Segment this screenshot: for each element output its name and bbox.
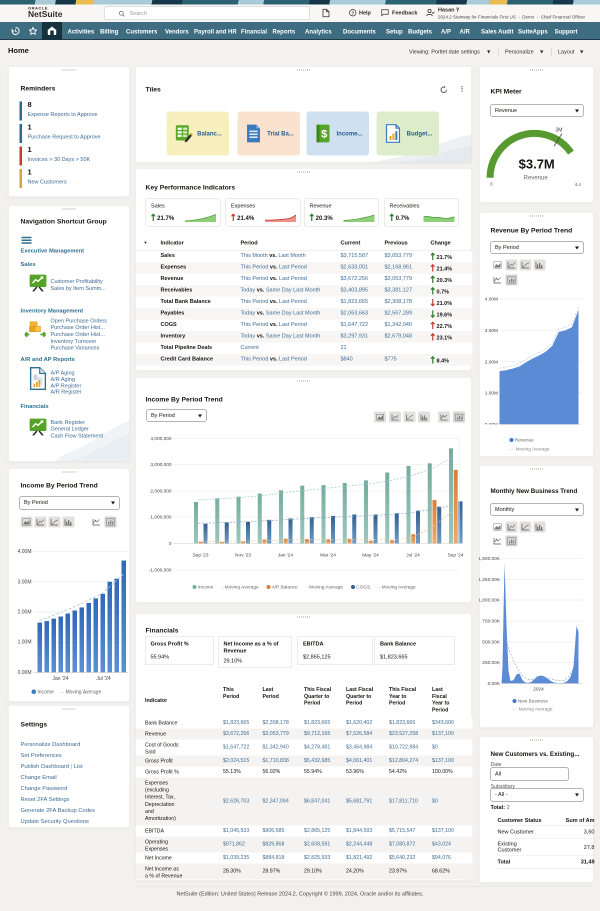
svg-text:Jan '24: Jan '24 xyxy=(53,676,69,682)
svg-text:Jan '24: Jan '24 xyxy=(278,553,294,559)
svg-text:Mar '24: Mar '24 xyxy=(320,553,336,559)
svg-text:0: 0 xyxy=(490,182,493,187)
svg-text:-1,000,000: -1,000,000 xyxy=(149,568,172,574)
svg-text:May '24: May '24 xyxy=(362,553,379,559)
svg-text:4.00M: 4.00M xyxy=(485,297,498,303)
svg-text:0.00M: 0.00M xyxy=(18,670,32,676)
svg-text:Nov '23: Nov '23 xyxy=(235,553,251,559)
svg-text:2.00M: 2.00M xyxy=(18,610,32,616)
svg-text:$3.7M: $3.7M xyxy=(519,157,555,172)
svg-text:1.00M: 1.00M xyxy=(18,640,32,646)
svg-text:0: 0 xyxy=(169,541,172,547)
svg-text:3.00M: 3.00M xyxy=(18,580,32,586)
svg-text:2024: 2024 xyxy=(533,687,544,693)
svg-text:750.00K: 750.00K xyxy=(482,619,501,625)
svg-text:250.00K: 250.00K xyxy=(482,660,501,666)
svg-text:4.00M: 4.00M xyxy=(18,549,32,555)
svg-text:4,000,000: 4,000,000 xyxy=(150,436,171,442)
svg-text:Sep '23: Sep '23 xyxy=(193,553,209,559)
svg-text:0.00K: 0.00K xyxy=(488,681,501,687)
svg-text:1,000.00K: 1,000.00K xyxy=(480,598,501,604)
svg-text:2.00M: 2.00M xyxy=(485,360,498,366)
svg-text:?: ? xyxy=(351,10,354,15)
svg-text:1,250.00K: 1,250.00K xyxy=(480,577,501,583)
svg-text:4.4: 4.4 xyxy=(575,182,582,187)
svg-text:500.00K: 500.00K xyxy=(482,640,501,646)
svg-text:3M: 3M xyxy=(556,128,563,134)
svg-text:1,000,000: 1,000,000 xyxy=(150,515,171,521)
svg-text:Sep '24: Sep '24 xyxy=(448,553,464,559)
svg-text:Jul '24: Jul '24 xyxy=(96,676,111,682)
svg-text:3,000,000: 3,000,000 xyxy=(150,462,171,468)
svg-text:Revenue: Revenue xyxy=(524,176,549,182)
svg-text:$: $ xyxy=(321,129,328,141)
svg-text:2,000,000: 2,000,000 xyxy=(150,489,171,495)
svg-text:0.00M: 0.00M xyxy=(485,422,498,425)
svg-text:1.00M: 1.00M xyxy=(485,391,498,397)
svg-text:Jul '24: Jul '24 xyxy=(406,553,420,559)
svg-text:1,500.00K: 1,500.00K xyxy=(480,556,501,562)
svg-text:3.00M: 3.00M xyxy=(485,328,498,334)
